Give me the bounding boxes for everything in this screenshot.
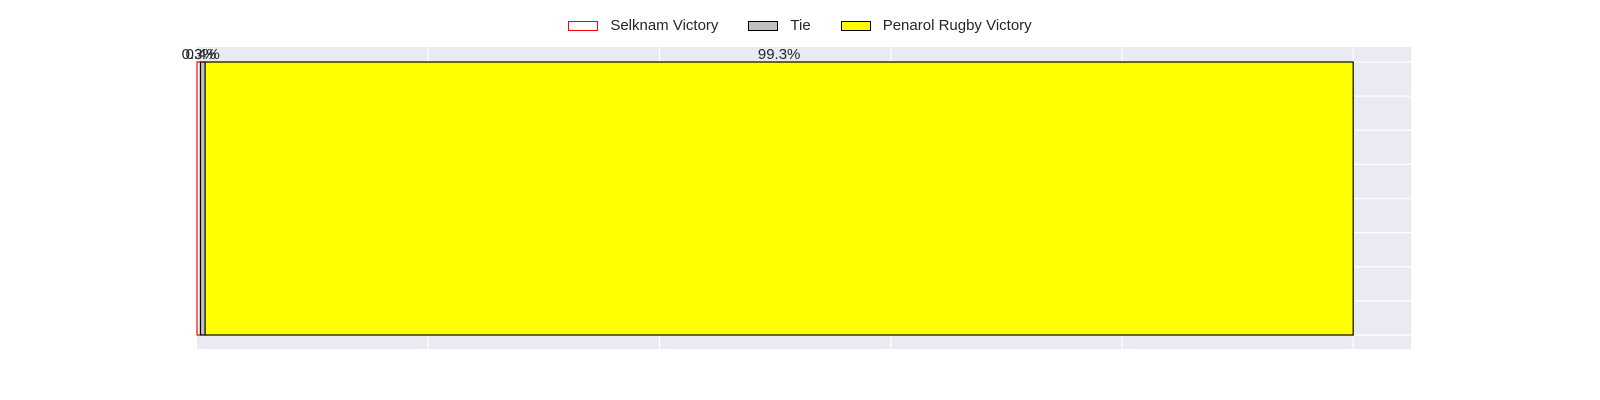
legend-label-penarol-rugby-victory: Penarol Rugby Victory [882, 17, 1032, 34]
legend-item-penarol-rugby-victory: Penarol Rugby Victory [840, 17, 1032, 34]
legend-item-selknam-victory: Selknam Victory [568, 17, 718, 34]
legend-swatch-penarol-rugby-victory [840, 20, 871, 31]
stacked-bar [196, 61, 1354, 336]
legend-swatch-tie [748, 20, 779, 31]
bar-label-penarol-rugby-victory: 99.3% [758, 46, 801, 63]
bar-segment-tie [199, 61, 206, 336]
bar-label-selknam-victory: 0.3% [182, 46, 216, 63]
bar-label-tie: 0.4% [186, 46, 220, 63]
legend-swatch-selknam-victory [568, 20, 599, 31]
legend-label-selknam-victory: Selknam Victory [610, 17, 719, 34]
legend: Selknam Victory Tie Penarol Rugby Victor… [0, 17, 1600, 34]
legend-item-tie: Tie [748, 17, 811, 34]
bar-labels: 0.3%0.4% 99.3% [182, 46, 801, 63]
bar-segment-penarol-rugby-victory [204, 61, 1354, 336]
legend-label-tie: Tie [790, 17, 811, 34]
